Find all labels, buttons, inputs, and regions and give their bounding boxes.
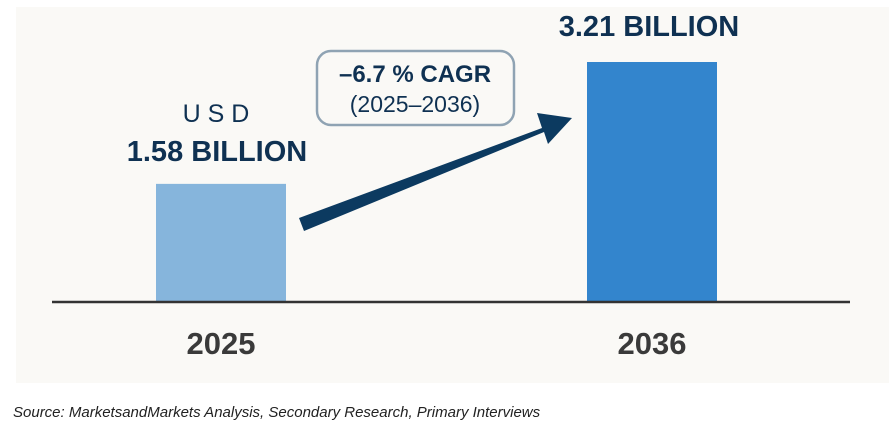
data-label: 1.58 BILLION — [127, 136, 308, 168]
bar-2036 — [587, 62, 717, 302]
x-tick-label: 2025 — [187, 326, 256, 361]
cagr-annotation: –6.7 % CAGR (2025–2036) — [315, 49, 516, 127]
cagr-period: (2025–2036) — [350, 91, 480, 117]
data-label-prefix: U S D — [183, 100, 250, 128]
cagr-value: –6.7 % CAGR — [339, 61, 491, 88]
cagr-box — [315, 49, 516, 127]
source-note: Source: MarketsandMarkets Analysis, Seco… — [13, 404, 541, 421]
bar-2025 — [156, 183, 286, 302]
x-tick-label: 2036 — [618, 326, 687, 361]
data-label: 3.21 BILLION — [559, 11, 740, 43]
cagr-arrow — [299, 113, 572, 231]
